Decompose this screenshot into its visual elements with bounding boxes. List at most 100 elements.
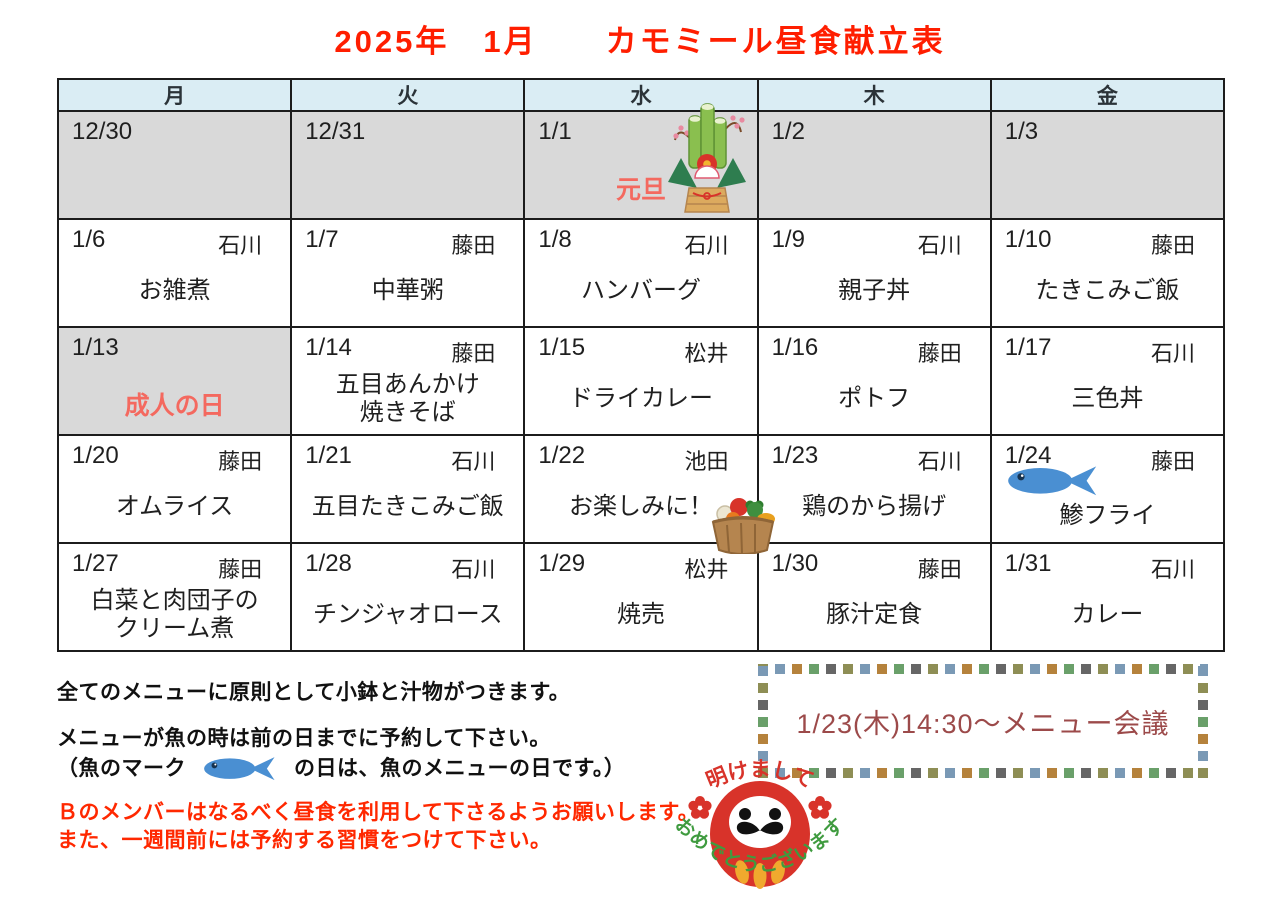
calendar-cell: 1/14 藤田 五目あんかけ 焼きそば <box>290 326 526 436</box>
cell-date: 1/21 <box>305 442 352 469</box>
calendar-cell: 1/7 藤田 中華粥 <box>290 218 526 328</box>
cell-date: 12/30 <box>72 118 133 145</box>
cell-date: 1/30 <box>771 550 819 577</box>
cell-staff-name: 池田 <box>684 449 729 474</box>
note-fish-reservation: メニューが魚の時は前の日までに予約して下さい。 （魚のマーク の日は、魚のメニュ… <box>57 725 625 784</box>
cell-date: 1/2 <box>771 118 805 145</box>
cell-staff-name: 藤田 <box>917 557 962 582</box>
menu-calendar-table: 月 火 水 木 金 12/30 12/31 1/1 元旦 <box>56 78 1226 652</box>
cell-menu: チンジャオロース <box>312 601 503 629</box>
cell-staff-name: 藤田 <box>1150 233 1195 258</box>
cell-staff-name: 石川 <box>1150 341 1195 366</box>
weekday-header-wed: 水 <box>523 78 759 112</box>
cell-date: 1/13 <box>72 334 119 361</box>
calendar-cell: 1/13 成人の日 <box>56 326 293 436</box>
calendar-cell: 1/2 <box>756 110 992 220</box>
cell-menu: 三色丼 <box>1071 385 1144 413</box>
weekday-header-fri: 金 <box>989 78 1226 112</box>
fish-icon <box>1007 466 1096 496</box>
calendar-cell: 12/30 <box>56 110 293 220</box>
decorative-border-left <box>758 664 768 778</box>
calendar-cell: 1/20 藤田 オムライス <box>56 434 293 544</box>
weekday-header-thu: 木 <box>756 78 992 112</box>
cell-date: 1/17 <box>1004 334 1052 361</box>
cell-date: 1/9 <box>771 226 805 253</box>
cell-date: 1/27 <box>72 550 119 577</box>
cell-date: 1/31 <box>1004 550 1052 577</box>
cell-staff-name: 藤田 <box>451 233 496 258</box>
note-fish-line1: メニューが魚の時は前の日までに予約して下さい。 <box>57 727 551 750</box>
weekday-header-tue: 火 <box>290 78 526 112</box>
note-member-line2: また、一週間前には予約する習慣をつけて下さい。 <box>57 828 552 852</box>
note-member-line1: Ｂのメンバーはなるべく昼食を利用して下さるようお願いします。 <box>57 801 700 824</box>
cell-menu: たきこみご飯 <box>1035 277 1180 305</box>
fish-icon <box>204 757 275 781</box>
kadomatsu-icon <box>667 103 746 213</box>
cell-menu: お楽しみに！ <box>568 493 713 521</box>
page-title: 2025年 1月 カモミール昼食献立表 <box>334 24 946 59</box>
cell-date: 1/28 <box>305 550 352 577</box>
cell-staff-name: 石川 <box>1150 557 1195 582</box>
calendar-cell: 1/6 石川 お雑煮 <box>56 218 293 328</box>
cell-menu: 中華粥 <box>371 277 444 305</box>
calendar-cell: 1/23 石川 鶏のから揚げ <box>756 434 992 544</box>
cell-menu: 焼売 <box>616 601 665 629</box>
calendar-cell: 1/22 池田 お楽しみに！ <box>523 434 775 554</box>
calendar-cell: 1/3 <box>989 110 1226 220</box>
table-row: 1/6 石川 お雑煮 1/7 藤田 中華粥 1/8 石川 ハンバーグ 1/9 石川 親子… <box>56 218 1226 328</box>
cell-staff-name: 石川 <box>917 449 962 474</box>
note-member-request: Ｂのメンバーはなるべく昼食を利用して下さるようお願いします。 また、一週間前には… <box>57 799 699 854</box>
calendar-cell: 1/27 藤田 白菜と肉団子の クリーム煮 <box>56 542 293 652</box>
cell-staff-name: 藤田 <box>451 341 496 366</box>
decorative-border-top <box>758 664 1208 674</box>
cell-date: 1/23 <box>771 442 819 469</box>
weekday-header-mon: 月 <box>56 78 293 112</box>
meeting-announcement-text: 1/23(木)14:30～メニュー会議 <box>796 708 1170 739</box>
calendar-cell: 1/17 石川 三色丼 <box>989 326 1226 436</box>
decorative-border-right <box>1198 664 1208 778</box>
plum-blossom-right <box>808 796 832 819</box>
cell-date: 1/15 <box>538 334 586 361</box>
cell-date: 1/29 <box>538 550 586 577</box>
cell-date: 1/16 <box>771 334 819 361</box>
table-row: 1/27 藤田 白菜と肉団子の クリーム煮 1/28 石川 チンジャオロース 1/2… <box>56 542 1226 652</box>
cell-staff-name: 松井 <box>684 557 729 582</box>
weekday-header-row: 月 火 水 木 金 <box>56 78 1226 112</box>
table-row: 1/20 藤田 オムライス 1/21 石川 五目たきこみご飯 1/22 池田 お楽しみ… <box>56 434 1226 554</box>
cell-date: 1/3 <box>1004 118 1039 145</box>
cell-staff-name: 石川 <box>451 449 496 474</box>
cell-date: 1/1 <box>538 118 572 145</box>
cell-menu: ドライカレー <box>568 385 713 413</box>
cell-staff-name: 石川 <box>218 233 263 258</box>
calendar-cell: 1/31 石川 カレー <box>989 542 1226 652</box>
cell-staff-name: 石川 <box>684 233 729 258</box>
cell-date: 1/8 <box>538 226 572 253</box>
cell-menu: お雑煮 <box>138 277 211 305</box>
cell-menu: ハンバーグ <box>580 277 701 305</box>
decorative-border-bottom <box>758 768 1208 778</box>
table-row: 1/13 成人の日 1/14 藤田 五目あんかけ 焼きそば 1/15 松井 ドライカ… <box>56 326 1226 436</box>
calendar-cell: 1/29 松井 焼売 <box>523 542 759 652</box>
calendar-cell: 1/24 藤田 鯵フライ <box>989 434 1226 544</box>
cell-menu: ポトフ <box>838 385 911 413</box>
cell-date: 1/22 <box>538 442 586 469</box>
cell-menu: 五目たきこみご飯 <box>311 493 504 521</box>
cell-menu: 鶏のから揚げ <box>802 493 947 521</box>
calendar-cell: 1/9 石川 親子丼 <box>756 218 992 328</box>
cell-menu: 親子丼 <box>838 277 911 305</box>
table-row: 12/30 12/31 1/1 元旦 <box>56 103 1226 220</box>
cell-menu: カレー <box>1071 601 1144 629</box>
cell-staff-name: 藤田 <box>218 449 263 474</box>
cell-staff-name: 藤田 <box>218 557 263 582</box>
cell-menu: 五目あんかけ 焼きそば <box>335 371 480 426</box>
meeting-announcement-box: 1/23(木)14:30～メニュー会議 <box>758 664 1208 778</box>
cell-date: 1/10 <box>1004 226 1052 253</box>
calendar-cell: 1/8 石川 ハンバーグ <box>523 218 759 328</box>
cell-date: 1/6 <box>72 226 106 253</box>
holiday-label: 元旦 <box>615 176 666 204</box>
daruma-icon: 明けまして おめでとうございます <box>671 758 848 889</box>
plum-blossom-left <box>688 796 712 819</box>
calendar-cell: 1/1 元旦 <box>523 103 759 220</box>
note-side-dishes: 全てのメニューに原則として小鉢と汁物がつきます。 <box>57 681 571 704</box>
calendar-cell: 1/28 石川 チンジャオロース <box>290 542 526 652</box>
